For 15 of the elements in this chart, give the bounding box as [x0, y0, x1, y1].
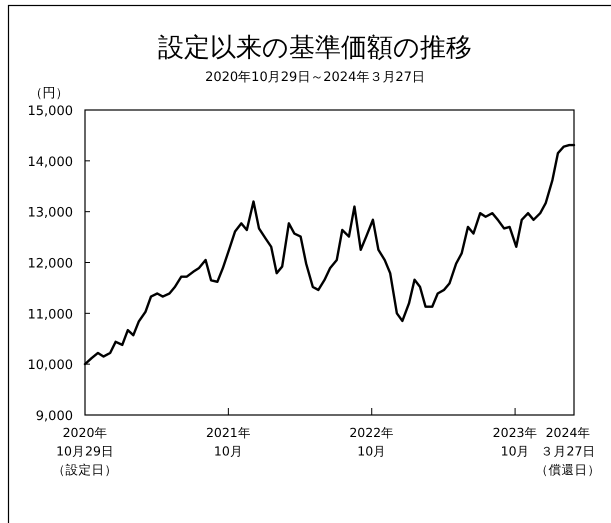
y-tick-label: 9,000: [36, 409, 73, 424]
y-axis-title: （円）: [30, 86, 68, 101]
chart-title: 設定以来の基準価額の推移: [158, 33, 472, 63]
x-tick-label: 2023年10月: [492, 425, 538, 458]
x-tick-label: 2020年10月29日（設定日）: [52, 425, 118, 477]
y-tick-label: 13,000: [28, 206, 73, 221]
y-tick-label: 14,000: [28, 154, 73, 170]
y-tick-label: 12,000: [28, 256, 73, 272]
x-tick-label: 2024年３月27日（償還日）: [536, 425, 600, 477]
x-tick-label: 2022年10月: [349, 425, 394, 458]
chart-subtitle: 2020年10月29日～2024年３月27日: [205, 70, 425, 85]
x-tick-label: 2021年10月: [206, 425, 251, 458]
y-tick-label: 15,000: [28, 104, 73, 119]
y-tick-label: 10,000: [28, 358, 73, 374]
y-tick-label: 11,000: [28, 307, 73, 322]
